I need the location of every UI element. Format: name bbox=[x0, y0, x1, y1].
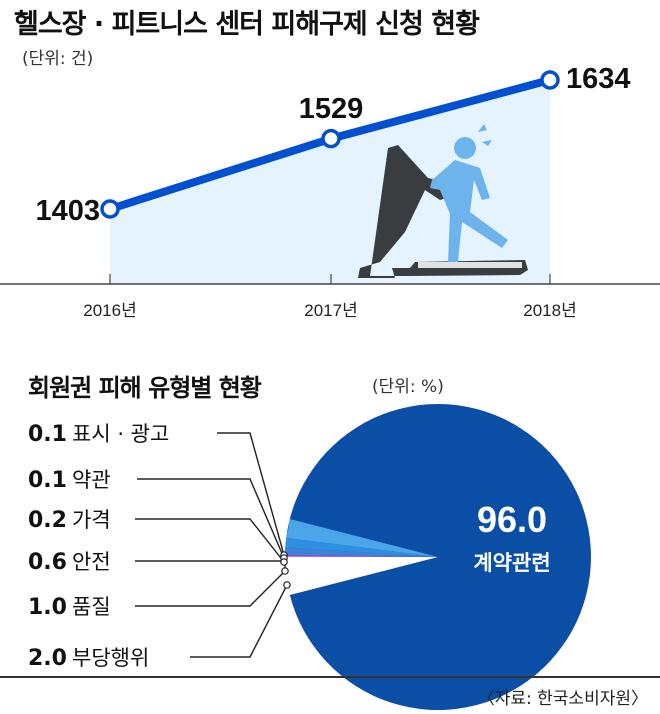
pie-slice-main bbox=[285, 404, 591, 711]
pie-slice bbox=[286, 518, 438, 557]
pie-title: 회원권 피해 유형별 현황 bbox=[28, 374, 262, 402]
data-point bbox=[100, 199, 120, 219]
pie-label-name: 표시 · 광고 bbox=[72, 422, 169, 446]
area-fill bbox=[110, 80, 550, 284]
treadmill-icon bbox=[358, 145, 528, 278]
x-tick-label: 2018년 bbox=[523, 301, 576, 320]
data-label: 1634 bbox=[566, 63, 631, 95]
data-point bbox=[540, 70, 560, 90]
pie-label-value: 0.1 bbox=[28, 422, 67, 447]
leader-line bbox=[135, 570, 286, 607]
pie-slice bbox=[285, 555, 438, 557]
pie-label-name: 약관 bbox=[72, 468, 111, 492]
line-chart: 2016년 2017년 2018년 1403 1529 1634 bbox=[0, 63, 660, 320]
leader-line bbox=[135, 518, 285, 563]
pie-label-value: 1.0 bbox=[28, 595, 67, 620]
runner-head bbox=[454, 137, 476, 159]
pie-label-name: 가격 bbox=[72, 508, 111, 532]
leader-dot bbox=[280, 558, 288, 566]
pie-label-value: 2.0 bbox=[28, 646, 67, 671]
sweat-drops-icon bbox=[478, 124, 492, 146]
leader-dot bbox=[283, 581, 291, 589]
data-label: 1403 bbox=[35, 195, 100, 227]
main-slice-value: 96.0 bbox=[477, 499, 547, 540]
unit-label: (단위: 건) bbox=[22, 49, 94, 69]
x-tick-label: 2016년 bbox=[83, 301, 136, 320]
leader-line bbox=[190, 584, 288, 658]
pie-label-value: 0.6 bbox=[28, 550, 67, 575]
data-label: 1529 bbox=[299, 93, 364, 125]
leader-line bbox=[217, 432, 285, 556]
pie-slice bbox=[285, 553, 438, 557]
source-note: 〈자료: 한국소비자원〉 bbox=[477, 689, 648, 709]
data-point bbox=[321, 128, 341, 149]
runner-icon bbox=[430, 160, 508, 262]
x-tick-label: 2017년 bbox=[304, 301, 357, 320]
pie-label-name: 품질 bbox=[72, 595, 111, 619]
treadmill-belt bbox=[418, 262, 522, 268]
pie-label-name: 부당행위 bbox=[72, 646, 149, 670]
leader-line bbox=[137, 478, 285, 559]
leader-line bbox=[135, 560, 286, 571]
pie-label-value: 0.2 bbox=[28, 508, 67, 533]
pie-label-value: 0.1 bbox=[28, 468, 67, 493]
leader-dot bbox=[281, 567, 289, 575]
pie-slice bbox=[285, 537, 438, 557]
pie-chart: 0.1 표시 · 광고0.1 약관0.2 가격0.6 안전1.0 품질 2.0 부당행위 96.… bbox=[28, 404, 591, 711]
divider bbox=[0, 676, 660, 678]
chart-title: 헬스장 · 피트니스 센터 피해구제 신청 현황 bbox=[14, 9, 480, 40]
pie-slice bbox=[285, 556, 438, 557]
pie-label-name: 안전 bbox=[72, 550, 111, 574]
pie-unit-label: (단위: %) bbox=[372, 377, 444, 397]
main-slice-label: 계약관련 bbox=[473, 551, 550, 575]
pie-slice bbox=[285, 547, 438, 557]
treadmill-runner-illustration bbox=[358, 124, 528, 278]
